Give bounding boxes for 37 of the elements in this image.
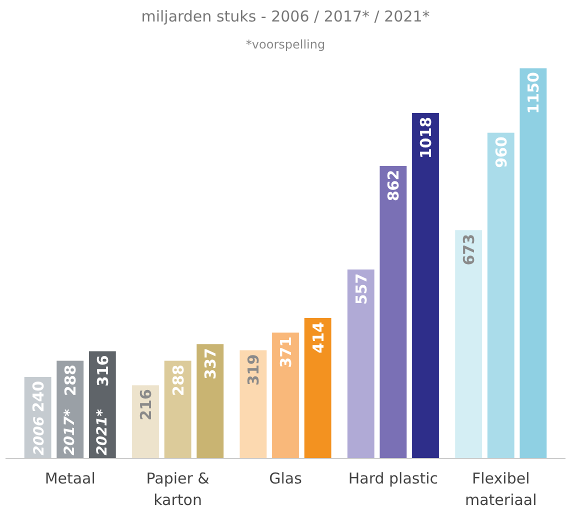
- chart-subtitle: *voorspelling: [246, 38, 326, 52]
- data-label: 414: [309, 322, 328, 354]
- bar: [132, 385, 159, 458]
- data-label: 673: [460, 234, 478, 266]
- series-label: 2017*: [62, 408, 78, 456]
- bar: [347, 269, 374, 458]
- chart-title: miljarden stuks - 2006 / 2017* / 2021*: [141, 8, 430, 26]
- bar: [240, 350, 267, 458]
- bar: [304, 318, 332, 458]
- x-tick-label: Glas: [269, 470, 302, 488]
- bar: [487, 132, 514, 458]
- bar: [196, 344, 224, 458]
- bar: [412, 113, 439, 458]
- data-label: 216: [137, 389, 155, 420]
- data-label: 316: [94, 355, 112, 386]
- data-label: 288: [169, 364, 188, 396]
- data-label: 557: [352, 273, 370, 305]
- data-label: 862: [384, 170, 403, 202]
- data-label: 319: [244, 354, 263, 386]
- series-label: 2021*: [94, 408, 110, 456]
- bar: [520, 68, 547, 458]
- x-tick-label: Metaal: [44, 470, 96, 488]
- x-tick-label: Papier & karton: [146, 470, 210, 510]
- bar: [455, 230, 482, 458]
- data-label: 371: [277, 336, 295, 368]
- data-label: 288: [62, 364, 80, 396]
- data-label: 240: [29, 380, 48, 412]
- x-tick-label: Flexibel materiaal: [464, 470, 537, 510]
- data-label: 1150: [524, 72, 543, 114]
- bar: [380, 166, 407, 458]
- bar: [164, 360, 192, 458]
- bar: [272, 332, 299, 458]
- data-label: 1018: [417, 116, 435, 159]
- series-label: 2006: [31, 416, 48, 456]
- data-label: 337: [202, 348, 220, 380]
- x-tick-label: Hard plastic: [348, 470, 438, 488]
- data-label: 960: [492, 136, 510, 168]
